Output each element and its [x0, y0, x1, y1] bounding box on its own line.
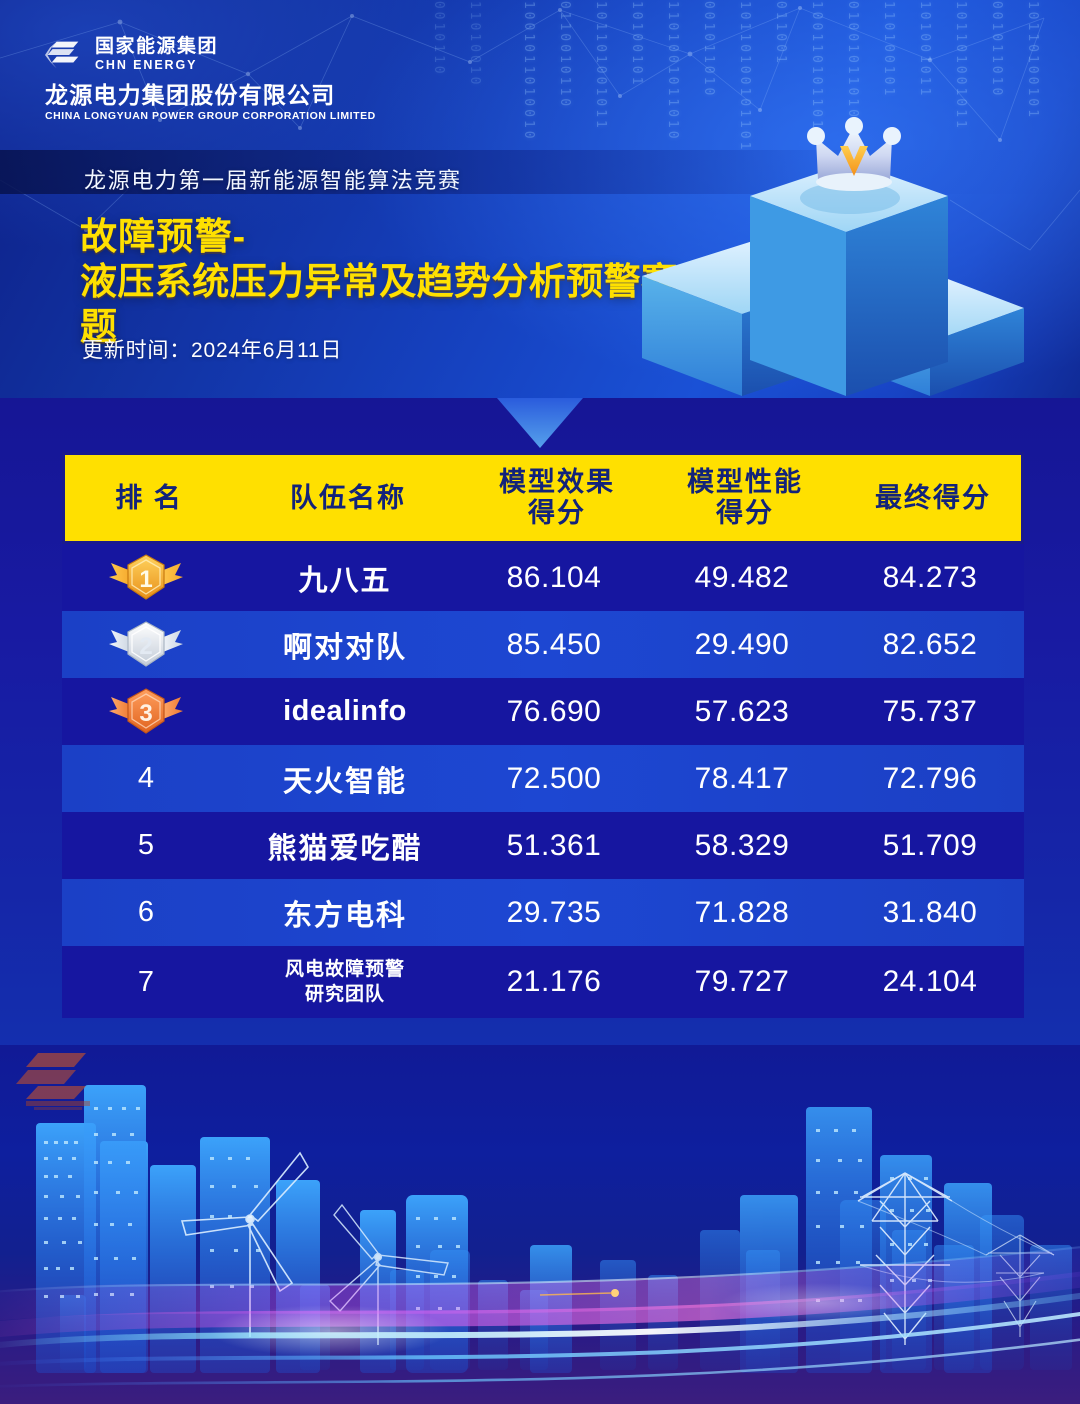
smart-city-skyline-icon [0, 1045, 1080, 1404]
table-row[interactable]: 4 天火智能 72.500 78.417 72.796 [62, 745, 1024, 812]
rank-cell: 4 [137, 762, 155, 794]
final-score: 51.709 [882, 828, 978, 862]
team-cell: 啊对对队 [230, 624, 460, 666]
team-name: 熊猫爱吃醋 [267, 832, 423, 865]
table-row[interactable]: 2 啊对对队 85.450 29.490 82.652 [62, 611, 1024, 678]
crown-podium-icon [642, 117, 1024, 396]
final-score: 82.652 [882, 627, 978, 661]
model-effect-score: 51.361 [506, 828, 602, 862]
page-title: 故障预警- 液压系统压力异常及趋势分析预警赛题 [80, 214, 700, 349]
team-cell: 熊猫爱吃醋 [230, 825, 460, 867]
update-time: 更新时间：2024年6月11日 [82, 339, 343, 362]
team-cell: 风电故障预警 研究团队 [230, 957, 460, 1007]
title-line-2: 液压系统压力异常及趋势分析预警赛题 [80, 261, 679, 347]
company-name-zh: 龙源电力集团股份有限公司 [45, 82, 336, 108]
column-header-team: 队伍名称 [290, 482, 406, 513]
model-performance-score: 57.623 [694, 694, 790, 728]
leaderboard-table: 排 名 队伍名称 模型效果 得分 模型性能 得分 最终得分 [62, 452, 1024, 1018]
column-header-model-effect: 模型效果 得分 [463, 467, 651, 529]
column-header-rank: 排 名 [115, 482, 183, 513]
model-performance-score: 79.727 [694, 965, 790, 998]
model-effect-score: 72.500 [506, 761, 602, 795]
chevron-down-icon [497, 398, 583, 448]
watermark-logo-icon [16, 1053, 90, 1110]
model-effect-score: 21.176 [506, 965, 602, 998]
title-line-1: 故障预警- [80, 216, 247, 257]
group-name-zh: 国家能源集团 [95, 36, 219, 57]
table-header-row: 排 名 队伍名称 模型效果 得分 模型性能 得分 最终得分 [62, 452, 1024, 544]
team-name: 九八五 [298, 564, 392, 597]
competition-subtitle: 龙源电力第一届新能源智能算法竞赛 [84, 168, 462, 193]
table-row[interactable]: 5 熊猫爱吃醋 51.361 58.329 51.709 [62, 812, 1024, 879]
team-name: 天火智能 [282, 765, 407, 798]
column-header-model-performance-line2: 得分 [716, 498, 774, 528]
bronze-medal-icon: 3 [109, 687, 183, 734]
team-cell: 九八五 [230, 557, 460, 599]
model-performance-score: 29.490 [694, 627, 790, 661]
brand-lockup: 国家能源集团 CHN ENERGY 龙源电力集团股份有限公司 CHINA LON… [45, 36, 376, 123]
company-name-en: CHINA LONGYUAN POWER GROUP CORPORATION L… [45, 110, 376, 122]
team-cell: 东方电科 [230, 892, 460, 934]
rank-cell: 3 [62, 683, 230, 741]
binary-rain-icon: 01001011010010 10110010110 0101101001011… [431, 0, 1040, 153]
silver-medal-icon: 2 [109, 620, 183, 667]
svg-text:2: 2 [139, 633, 152, 660]
column-header-model-effect-line2: 得分 [528, 498, 586, 528]
model-performance-score: 71.828 [694, 895, 790, 929]
model-effect-score: 29.735 [506, 895, 602, 929]
constellation-network-icon [0, 6, 1080, 251]
svg-text:3: 3 [139, 700, 152, 727]
table-row[interactable]: 6 东方电科 29.735 71.828 31.840 [62, 879, 1024, 946]
poster-header: 01001011010010 10110010110 0101101001011… [0, 0, 1080, 398]
svg-text:1: 1 [139, 566, 152, 593]
gold-medal-icon: 1 [109, 553, 183, 600]
model-performance-score: 58.329 [694, 828, 790, 862]
final-score: 84.273 [882, 560, 978, 594]
model-effect-score: 76.690 [506, 694, 602, 728]
team-name: 风电故障预警 [284, 959, 405, 980]
column-header-model-effect-line1: 模型效果 [499, 467, 615, 497]
rank-cell: 5 [137, 829, 155, 861]
chn-energy-logo-icon [45, 41, 79, 68]
table-row[interactable]: 3 idealinfo 76.690 57.623 75.737 [62, 678, 1024, 745]
group-name-en: CHN ENERGY [95, 58, 198, 72]
model-performance-score: 78.417 [694, 761, 790, 795]
final-score: 75.737 [882, 694, 978, 728]
rank-cell: 6 [137, 896, 155, 928]
table-row[interactable]: 1 九八五 86.104 49.482 84.273 [62, 544, 1024, 611]
final-score: 31.840 [882, 895, 978, 929]
column-header-model-performance-line1: 模型性能 [687, 467, 803, 497]
team-name-line2: 研究团队 [304, 984, 385, 1005]
table-row[interactable]: 7 风电故障预警 研究团队 21.176 79.727 24.104 [62, 946, 1024, 1018]
rank-cell: 7 [137, 965, 155, 998]
model-effect-score: 85.450 [506, 627, 602, 661]
team-name: 东方电科 [282, 899, 407, 932]
column-header-final-score: 最终得分 [875, 482, 991, 513]
team-name: idealinfo [283, 695, 407, 727]
rank-cell: 1 [62, 549, 230, 607]
model-performance-score: 49.482 [694, 560, 790, 594]
final-score: 72.796 [882, 761, 978, 795]
team-name: 啊对对队 [282, 631, 407, 664]
column-header-model-performance: 模型性能 得分 [651, 467, 839, 529]
model-effect-score: 86.104 [506, 560, 602, 594]
team-cell: idealinfo [230, 695, 460, 728]
rank-cell: 2 [62, 616, 230, 674]
team-cell: 天火智能 [230, 758, 460, 800]
final-score: 24.104 [882, 965, 978, 998]
